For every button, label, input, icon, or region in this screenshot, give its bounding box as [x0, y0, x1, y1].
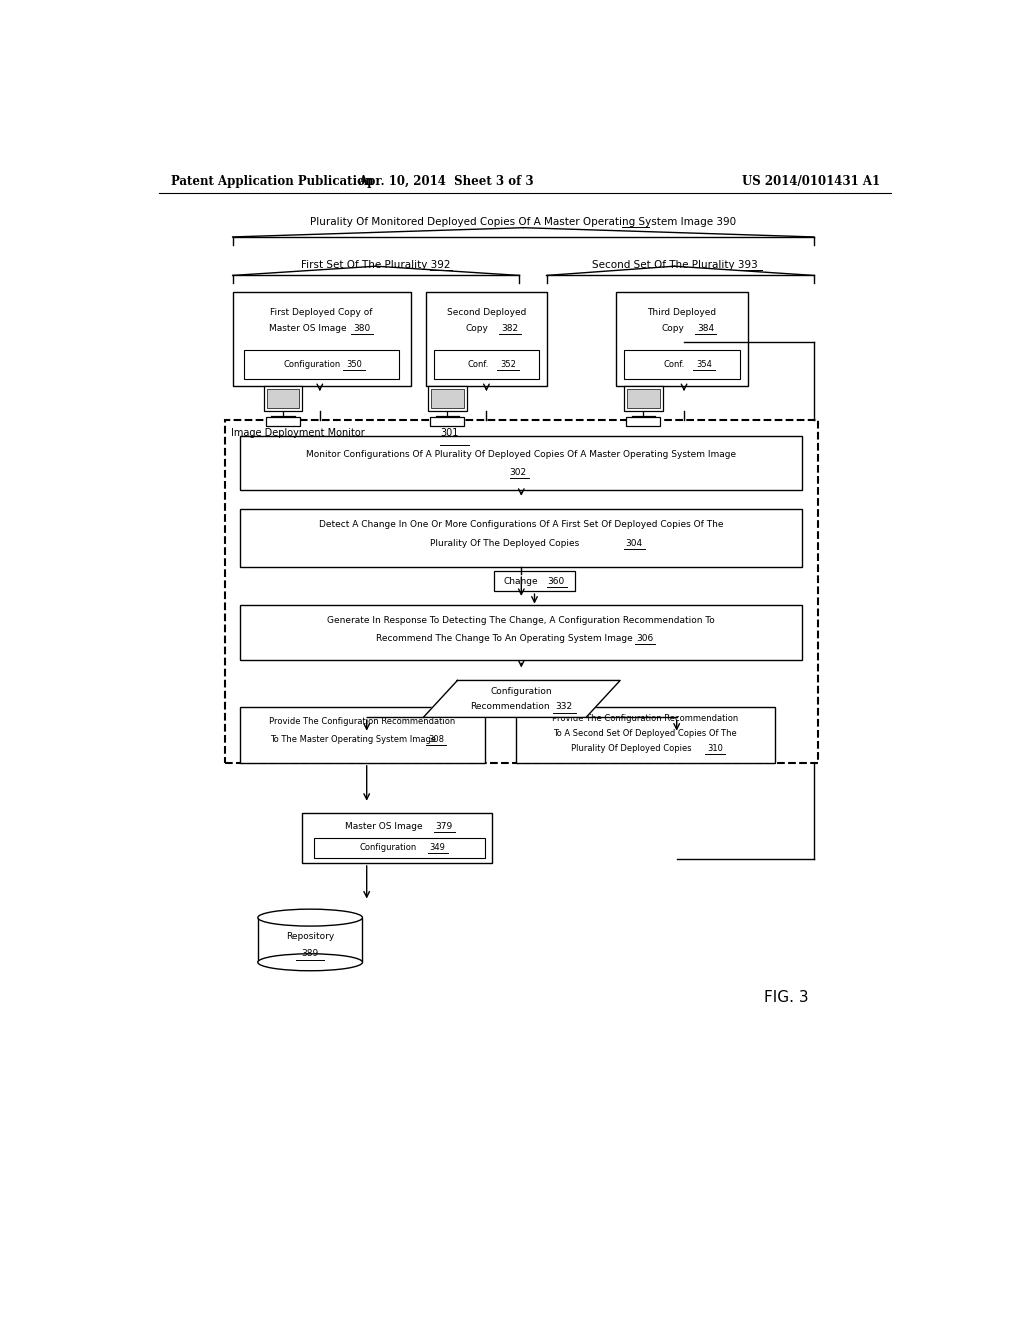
Text: Copy: Copy [466, 325, 488, 333]
Text: Image Deployment Monitor: Image Deployment Monitor [231, 428, 365, 438]
Text: 301: 301 [440, 428, 459, 438]
FancyBboxPatch shape [241, 706, 484, 763]
FancyBboxPatch shape [241, 508, 802, 566]
Text: Recommendation: Recommendation [470, 702, 550, 711]
FancyBboxPatch shape [430, 417, 464, 426]
Text: Recommend The Change To An Operating System Image: Recommend The Change To An Operating Sys… [376, 635, 633, 643]
Text: Monitor Configurations Of A Plurality Of Deployed Copies Of A Master Operating S: Monitor Configurations Of A Plurality Of… [306, 450, 736, 458]
Text: 360: 360 [547, 577, 564, 586]
Text: Second Deployed: Second Deployed [446, 308, 526, 317]
FancyBboxPatch shape [302, 813, 493, 863]
FancyBboxPatch shape [431, 389, 464, 408]
Text: 349: 349 [430, 843, 445, 851]
Text: 302: 302 [509, 469, 526, 477]
Text: First Set Of The Plurality 392: First Set Of The Plurality 392 [301, 260, 451, 269]
Text: Plurality Of Monitored Deployed Copies Of A Master Operating System Image 390: Plurality Of Monitored Deployed Copies O… [310, 216, 736, 227]
Text: Detect A Change In One Or More Configurations Of A First Set Of Deployed Copies : Detect A Change In One Or More Configura… [319, 520, 724, 529]
Text: 354: 354 [696, 360, 712, 370]
FancyBboxPatch shape [616, 292, 748, 385]
FancyBboxPatch shape [624, 387, 663, 411]
FancyBboxPatch shape [494, 572, 575, 591]
Text: Provide The Configuration Recommendation: Provide The Configuration Recommendation [269, 717, 456, 726]
FancyBboxPatch shape [232, 292, 411, 385]
Text: Configuration: Configuration [490, 686, 553, 696]
Text: 389: 389 [301, 949, 318, 958]
Ellipse shape [258, 909, 362, 927]
Text: FIG. 3: FIG. 3 [765, 990, 809, 1006]
Text: Master OS Image: Master OS Image [269, 325, 346, 333]
Text: 350: 350 [346, 360, 362, 370]
Text: Conf.: Conf. [468, 360, 489, 370]
Text: 352: 352 [500, 360, 516, 370]
Text: Plurality Of Deployed Copies: Plurality Of Deployed Copies [571, 744, 691, 754]
Ellipse shape [258, 954, 362, 970]
Text: Configuration: Configuration [284, 360, 341, 370]
Text: 310: 310 [708, 744, 723, 754]
Text: Third Deployed: Third Deployed [647, 308, 717, 317]
FancyBboxPatch shape [241, 436, 802, 490]
FancyBboxPatch shape [627, 417, 660, 426]
FancyBboxPatch shape [428, 387, 467, 411]
Text: Apr. 10, 2014  Sheet 3 of 3: Apr. 10, 2014 Sheet 3 of 3 [358, 176, 534, 187]
FancyBboxPatch shape [515, 706, 775, 763]
FancyBboxPatch shape [263, 387, 302, 411]
Text: Change: Change [504, 577, 539, 586]
Polygon shape [423, 681, 621, 718]
FancyBboxPatch shape [258, 917, 362, 962]
FancyBboxPatch shape [266, 389, 299, 408]
FancyBboxPatch shape [627, 389, 659, 408]
Text: Copy: Copy [662, 325, 684, 333]
FancyBboxPatch shape [624, 350, 740, 379]
Text: 306: 306 [637, 635, 654, 643]
FancyBboxPatch shape [314, 838, 484, 858]
Text: 380: 380 [353, 325, 371, 333]
Text: Conf.: Conf. [664, 360, 685, 370]
Text: 304: 304 [625, 539, 642, 548]
Text: 379: 379 [435, 822, 453, 832]
FancyBboxPatch shape [434, 350, 539, 379]
Text: Provide The Configuration Recommendation: Provide The Configuration Recommendation [552, 714, 738, 722]
FancyBboxPatch shape [245, 350, 399, 379]
FancyBboxPatch shape [241, 605, 802, 660]
FancyBboxPatch shape [426, 292, 547, 385]
Text: 384: 384 [696, 325, 714, 333]
FancyBboxPatch shape [266, 417, 300, 426]
Text: US 2014/0101431 A1: US 2014/0101431 A1 [741, 176, 880, 187]
Text: Master OS Image: Master OS Image [344, 822, 422, 832]
Text: Plurality Of The Deployed Copies: Plurality Of The Deployed Copies [430, 539, 579, 548]
Text: 332: 332 [556, 702, 572, 711]
Text: 308: 308 [428, 735, 444, 744]
Text: Patent Application Publication: Patent Application Publication [171, 176, 373, 187]
Text: To A Second Set Of Deployed Copies Of The: To A Second Set Of Deployed Copies Of Th… [553, 729, 737, 738]
Text: Generate In Response To Detecting The Change, A Configuration Recommendation To: Generate In Response To Detecting The Ch… [328, 616, 715, 624]
Text: First Deployed Copy of: First Deployed Copy of [270, 308, 373, 317]
Text: To The Master Operating System Image: To The Master Operating System Image [270, 735, 436, 744]
Text: Configuration: Configuration [359, 843, 417, 851]
Text: Repository: Repository [286, 932, 334, 941]
Text: 382: 382 [501, 325, 518, 333]
Text: Second Set Of The Plurality 393: Second Set Of The Plurality 393 [592, 260, 758, 269]
